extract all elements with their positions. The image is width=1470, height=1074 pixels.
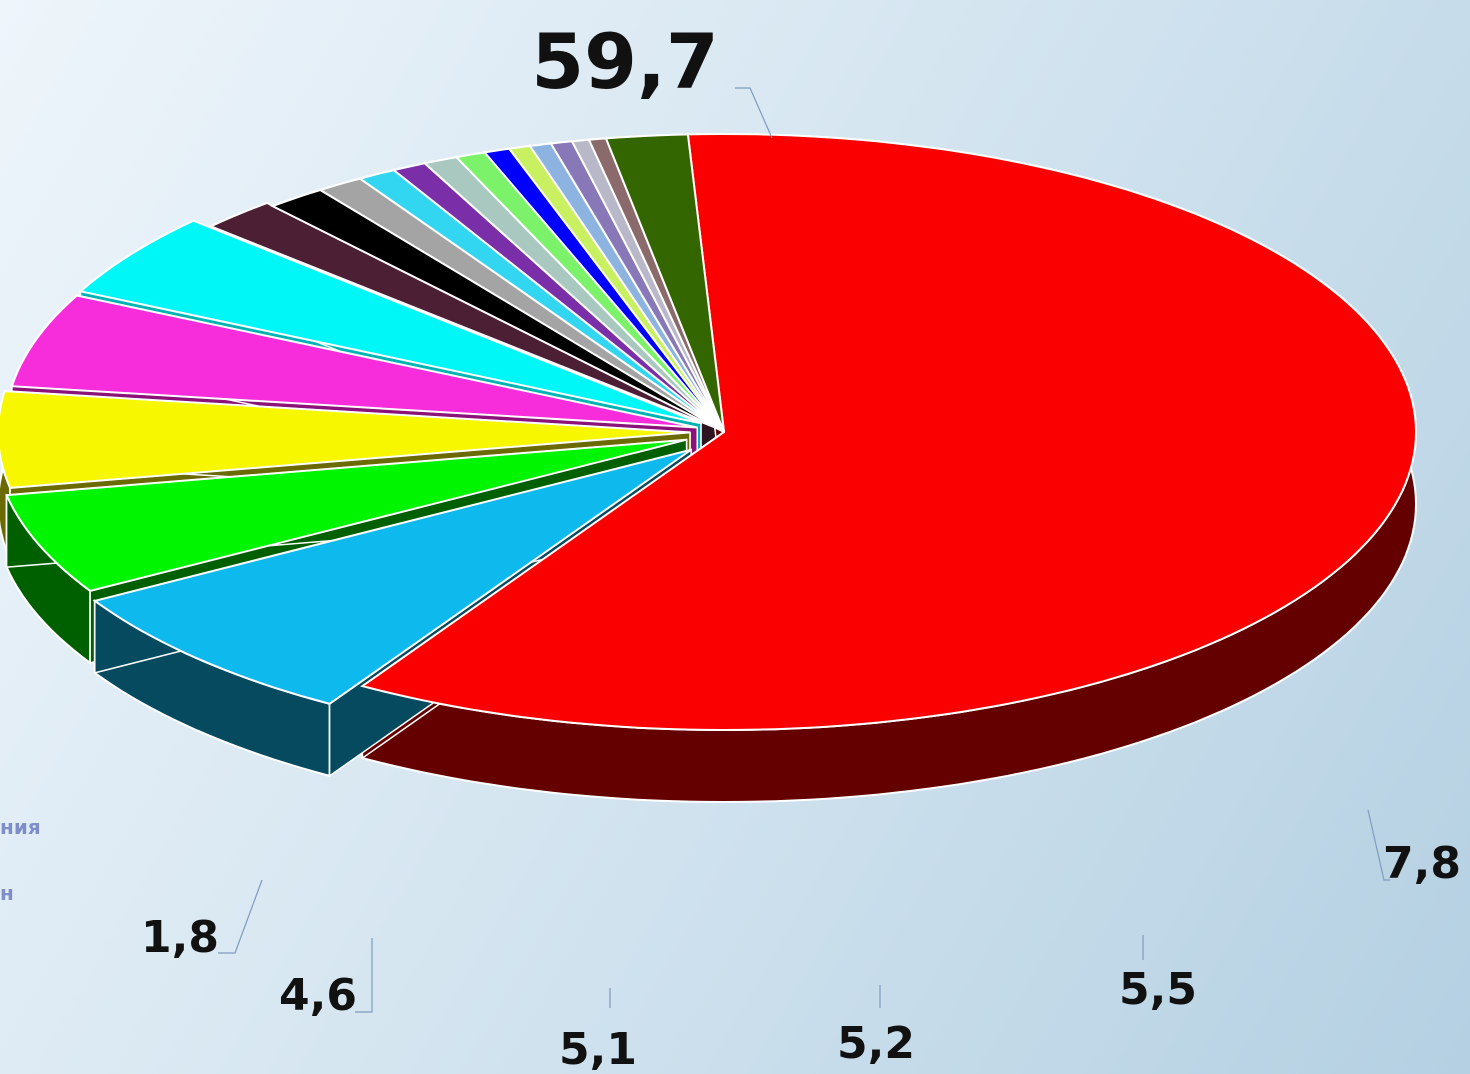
- pie-tops: [0, 132, 1418, 732]
- slice-top-16: [549, 140, 725, 433]
- slice-top-19: [604, 133, 725, 433]
- slice-top-4: [10, 294, 698, 429]
- leader-line-0: [735, 87, 773, 139]
- data-label-4: 5,1: [559, 1024, 637, 1074]
- legend-fragment-1: ния: [0, 815, 41, 839]
- slice-top-12: [454, 151, 725, 433]
- slice-top-2: [5, 438, 687, 592]
- slice-top-14: [507, 144, 725, 433]
- slice-top-13: [482, 147, 725, 433]
- leader-line-1: [1367, 809, 1390, 881]
- data-label-2: 5,5: [1119, 964, 1197, 1015]
- data-label-5: 4,6: [279, 970, 357, 1021]
- slice-top-10: [391, 162, 725, 433]
- leader-line-5: [355, 938, 373, 1013]
- data-label-1: 7,8: [1383, 838, 1461, 889]
- slice-top-0: [360, 132, 1418, 732]
- data-labels: 59,7 7,8 5,5 5,2 5,1 4,6 1,8: [141, 17, 1461, 1074]
- slice-top-1: [92, 448, 692, 705]
- slice-top-6: [208, 201, 719, 430]
- slice-top-5: [78, 219, 702, 425]
- slice-top-15: [528, 142, 725, 433]
- slice-top-8: [317, 177, 725, 433]
- slice-top-9: [357, 169, 725, 433]
- data-label-6: 1,8: [141, 912, 219, 963]
- slice-top-11: [422, 156, 725, 433]
- slice-top-3: [0, 390, 691, 489]
- data-label-3: 5,2: [837, 1018, 915, 1069]
- leader-line-6: [218, 879, 263, 954]
- leader-lines: [218, 87, 1390, 1013]
- data-label-0: 59,7: [531, 17, 719, 106]
- slice-top-7: [270, 188, 725, 433]
- legend-fragment-2: н: [0, 881, 14, 905]
